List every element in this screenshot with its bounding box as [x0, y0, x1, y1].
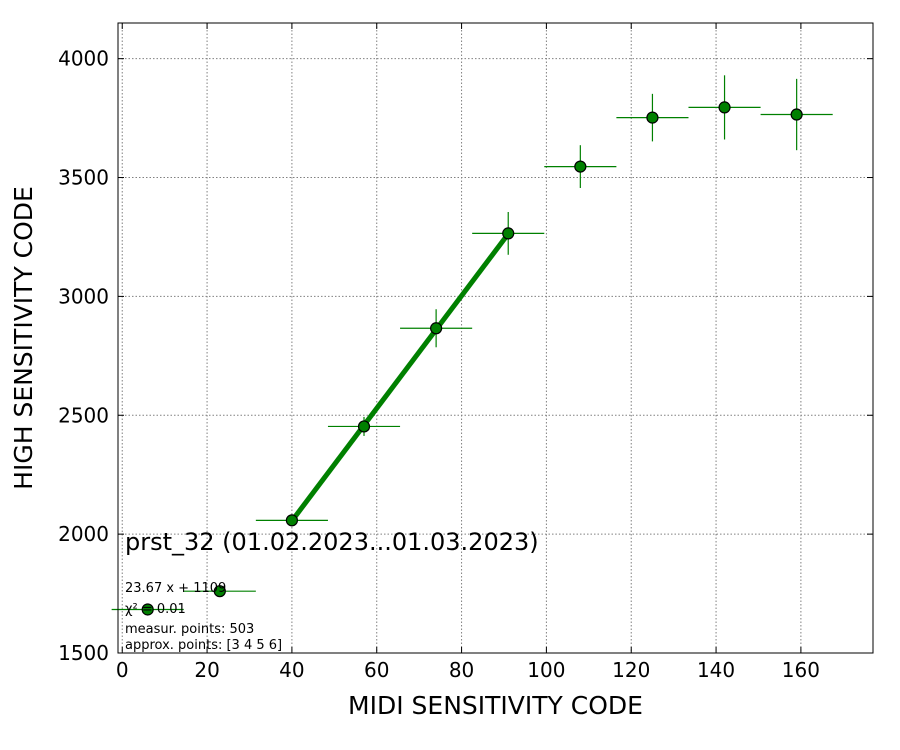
- approx-points-text: approx. points: [3 4 5 6]: [125, 638, 282, 653]
- plot-area-frame: [117, 22, 874, 654]
- grid-lines: [118, 23, 873, 653]
- x-tick-label: 120: [612, 658, 650, 682]
- data-point: [141, 603, 154, 616]
- x-tick-label: 100: [527, 658, 565, 682]
- x-tick-label: 0: [116, 658, 129, 682]
- y-tick-label: 4000: [58, 47, 109, 71]
- x-axis-label: MIDI SENSITIVITY CODE: [348, 691, 643, 720]
- y-tick-label: 3000: [58, 284, 109, 308]
- axis-ticks: 0 20 40 60 80 100 120 140 160 1500 2000 2500 3000 350…: [58, 23, 873, 682]
- data-point: [574, 160, 587, 173]
- measured-points-text: measur. points: 503: [125, 622, 254, 637]
- data-point: [646, 111, 659, 124]
- data-point: [213, 585, 226, 598]
- fit-line: [289, 232, 511, 523]
- chi-squared-text: χ² = 0.01: [125, 602, 186, 617]
- x-tick-label: 140: [697, 658, 735, 682]
- y-tick-label: 1500: [58, 641, 109, 665]
- x-tick-label: 80: [449, 658, 474, 682]
- y-tick-label: 2500: [58, 403, 109, 427]
- data-point: [790, 108, 803, 121]
- x-tick-label: 20: [194, 658, 219, 682]
- data-point: [430, 322, 443, 335]
- data-points: [141, 101, 803, 616]
- x-tick-label: 160: [782, 658, 820, 682]
- data-point: [357, 420, 371, 433]
- y-tick-label: 2000: [58, 522, 109, 546]
- data-point: [285, 514, 299, 527]
- x-tick-label: 40: [279, 658, 304, 682]
- y-axis-label: HIGH SENSITIVITY CODE: [9, 186, 38, 490]
- x-tick-label: 60: [364, 658, 389, 682]
- data-point: [718, 101, 731, 114]
- fit-line-layer: [289, 232, 511, 523]
- y-tick-label: 3500: [58, 166, 109, 190]
- fit-equation-text: 23.67 x + 1109: [125, 581, 226, 596]
- data-point: [502, 227, 515, 240]
- chart-annotation-title: prst_32 (01.02.2023...01.03.2023): [125, 528, 539, 556]
